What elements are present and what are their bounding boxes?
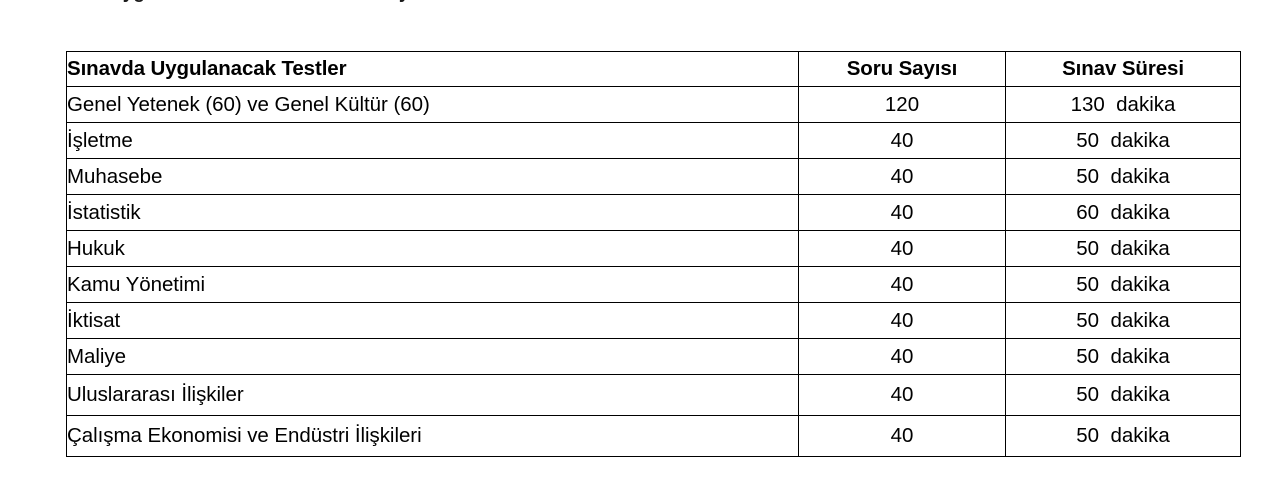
cell-test-name: Hukuk [66,230,799,267]
table-body: Genel Yetenek (60) ve Genel Kültür (60) 1… [66,86,1241,457]
cell-question-count: 40 [798,158,1006,195]
cell-exam-duration: 50 dakika [1005,122,1241,159]
cell-question-count: 40 [798,302,1006,339]
cell-exam-duration: 50 dakika [1005,266,1241,303]
cell-question-count: 40 [798,415,1006,457]
cell-question-count: 40 [798,194,1006,231]
cell-test-name: Uluslararası İlişkiler [66,374,799,416]
table-row: Çalışma Ekonomisi ve Endüstri İlişkileri… [66,415,1241,457]
cell-test-name: Muhasebe [66,158,799,195]
cell-test-name: Maliye [66,338,799,375]
cell-test-name: Kamu Yönetimi [66,266,799,303]
cell-exam-duration: 50 dakika [1005,230,1241,267]
cell-question-count: 40 [798,338,1006,375]
cell-test-name: Çalışma Ekonomisi ve Endüstri İlişkileri [66,415,799,457]
table-row: İktisat 40 50 dakika [66,302,1241,339]
column-header-tests: Sınavda Uygulanacak Testler [66,51,799,87]
cell-exam-duration: 50 dakika [1005,415,1241,457]
table-row: İşletme 40 50 dakika [66,122,1241,159]
table-row: Muhasebe 40 50 dakika [66,158,1241,195]
column-header-question-count: Soru Sayısı [798,51,1006,87]
table-row: Uluslararası İlişkiler 40 50 dakika [66,374,1241,416]
table-row: Hukuk 40 50 dakika [66,230,1241,267]
cell-question-count: 120 [798,86,1006,123]
cell-question-count: 40 [798,122,1006,159]
exam-table-container: Sınavda Uygulanacak Testler Soru Sayısı … [66,51,1241,457]
cell-exam-duration: 50 dakika [1005,158,1241,195]
cell-question-count: 40 [798,266,1006,303]
cell-exam-duration: 50 dakika [1005,374,1241,416]
table-header: Sınavda Uygulanacak Testler Soru Sayısı … [66,51,1241,87]
table-row: Genel Yetenek (60) ve Genel Kültür (60) 1… [66,86,1241,123]
cell-test-name: Genel Yetenek (60) ve Genel Kültür (60) [66,86,799,123]
cell-exam-duration: 50 dakika [1005,338,1241,375]
table-row: Kamu Yönetimi 40 50 dakika [66,266,1241,303]
table-row: Maliye 40 50 dakika [66,338,1241,375]
cell-exam-duration: 60 dakika [1005,194,1241,231]
table-header-row: Sınavda Uygulanacak Testler Soru Sayısı … [66,51,1241,87]
cell-question-count: 40 [798,230,1006,267]
cell-exam-duration: 130 dakika [1005,86,1241,123]
cell-test-name: İstatistik [66,194,799,231]
table-row: İstatistik 40 60 dakika [66,194,1241,231]
cell-question-count: 40 [798,374,1006,416]
cell-test-name: İşletme [66,122,799,159]
exam-schedule-table: Sınavda Uygulanacak Testler Soru Sayısı … [66,51,1241,457]
cell-exam-duration: 50 dakika [1005,302,1241,339]
cell-test-name: İktisat [66,302,799,339]
column-header-exam-duration: Sınav Süresi [1005,51,1241,87]
cutoff-page-heading: Sınavda Uygulanacak Testler ve Soru Sayı… [30,0,1250,4]
